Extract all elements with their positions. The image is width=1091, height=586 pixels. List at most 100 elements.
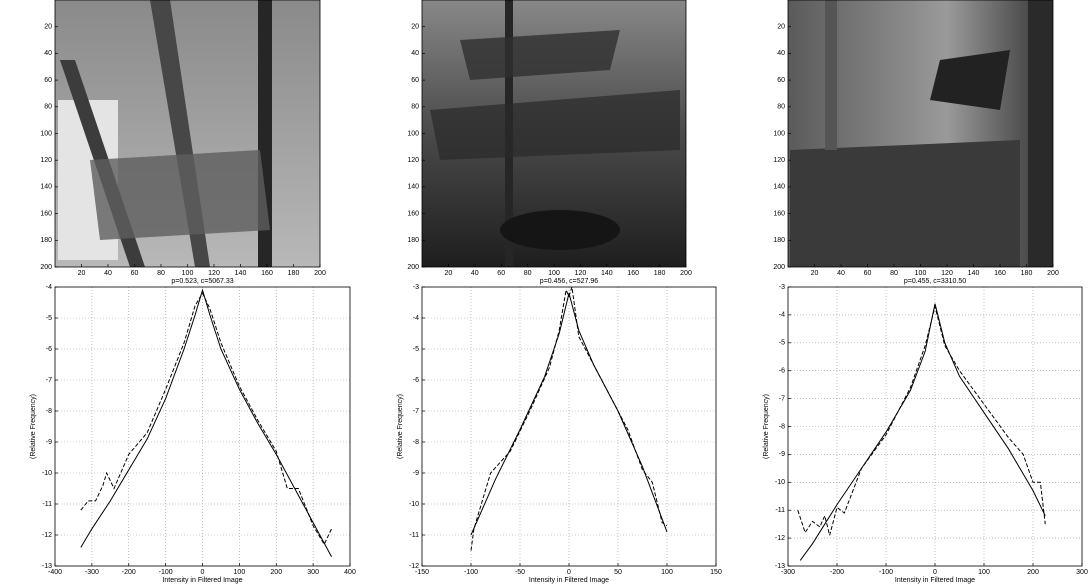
y-tick-label: -3 (779, 284, 785, 291)
x-tick-label: 80 (524, 270, 532, 277)
y-tick-label: -11 (42, 501, 52, 508)
y-tick-label: -6 (413, 377, 419, 384)
y-tick-label: -9 (779, 451, 785, 458)
x-tick-label: 50 (614, 569, 622, 576)
x-tick-label: 0 (567, 569, 571, 576)
y-tick-label: -11 (409, 532, 419, 539)
x-tick-label: 200 (314, 270, 326, 277)
y-tick-label: -8 (779, 423, 785, 430)
y-tick-label: -9 (46, 439, 52, 446)
y-tick-label: 40 (777, 50, 785, 57)
x-tick-label: -400 (48, 569, 62, 576)
figure: 2040608010012014016018020020406080100120… (0, 0, 1091, 586)
x-tick-label: 200 (270, 569, 282, 576)
x-tick-label: 0 (201, 569, 205, 576)
x-tick-label: 40 (837, 270, 845, 277)
x-tick-label: 140 (235, 270, 247, 277)
y-tick-label: 80 (777, 104, 785, 111)
x-tick-label: 100 (234, 569, 246, 576)
y-tick-label: -5 (779, 340, 785, 347)
y-tick-label: -7 (779, 395, 785, 402)
x-tick-label: 180 (654, 270, 666, 277)
y-tick-label: 200 (40, 264, 52, 271)
y-tick-label: -12 (775, 535, 785, 542)
x-tick-label: 140 (968, 270, 980, 277)
y-tick-label: -4 (779, 312, 785, 319)
x-tick-label: 180 (1021, 270, 1033, 277)
y-tick-label: 200 (407, 264, 419, 271)
x-tick-label: 20 (445, 270, 453, 277)
y-tick-label: -8 (46, 408, 52, 415)
x-axis-label: Intensity in Filtered Image (895, 577, 975, 584)
y-tick-label: 160 (407, 210, 419, 217)
image-1 (55, 0, 320, 267)
y-tick-label: 100 (407, 130, 419, 137)
series-line (798, 307, 1045, 536)
x-tick-label: 40 (104, 270, 112, 277)
x-tick-label: 100 (915, 270, 927, 277)
y-tick-label: 100 (773, 130, 785, 137)
y-tick-label: -13 (775, 563, 785, 570)
y-tick-label: -6 (779, 368, 785, 375)
x-tick-label: 100 (548, 270, 560, 277)
x-tick-label: 80 (157, 270, 165, 277)
y-tick-label: 180 (407, 237, 419, 244)
x-tick-label: 160 (994, 270, 1006, 277)
x-tick-label: -50 (515, 569, 525, 576)
y-tick-label: 120 (773, 157, 785, 164)
x-tick-label: 400 (344, 569, 356, 576)
image-3 (788, 0, 1053, 267)
y-tick-label: -12 (42, 532, 52, 539)
x-tick-label: 60 (497, 270, 505, 277)
y-tick-label: 200 (773, 264, 785, 271)
x-tick-label: 60 (864, 270, 872, 277)
y-tick-label: 60 (44, 77, 52, 84)
x-tick-label: 150 (710, 569, 722, 576)
y-axis-label: (Relative Frequency) (397, 394, 404, 459)
x-tick-label: -100 (159, 569, 173, 576)
y-tick-label: 20 (411, 24, 419, 31)
y-tick-label: 40 (44, 50, 52, 57)
x-tick-label: 160 (261, 270, 273, 277)
x-tick-label: 80 (890, 270, 898, 277)
chart-title: p=0.455, c=3310.50 (904, 278, 966, 285)
x-tick-label: -200 (122, 569, 136, 576)
x-tick-label: 180 (288, 270, 300, 277)
x-tick-label: 100 (661, 569, 673, 576)
x-tick-label: -100 (879, 569, 893, 576)
y-tick-label: -12 (409, 563, 419, 570)
y-tick-label: -4 (46, 284, 52, 291)
y-tick-label: -9 (413, 470, 419, 477)
x-tick-label: 0 (933, 569, 937, 576)
x-tick-label: -300 (85, 569, 99, 576)
y-tick-label: 160 (40, 210, 52, 217)
x-tick-label: -300 (781, 569, 795, 576)
x-axis-label: Intensity in Filtered Image (162, 577, 242, 584)
y-tick-label: 180 (773, 237, 785, 244)
x-tick-label: 300 (307, 569, 319, 576)
x-tick-label: -150 (415, 569, 429, 576)
y-tick-label: 160 (773, 210, 785, 217)
x-tick-label: 100 (182, 270, 194, 277)
y-tick-label: 20 (44, 24, 52, 31)
y-tick-label: -3 (413, 284, 419, 291)
y-tick-label: 140 (40, 184, 52, 191)
x-tick-label: 40 (471, 270, 479, 277)
y-tick-label: 140 (773, 184, 785, 191)
y-tick-label: -5 (46, 315, 52, 322)
image-2 (422, 0, 686, 267)
y-tick-label: 100 (40, 130, 52, 137)
x-tick-label: 140 (601, 270, 613, 277)
x-tick-label: 160 (627, 270, 639, 277)
x-tick-label: 120 (575, 270, 587, 277)
y-tick-label: 80 (411, 104, 419, 111)
y-tick-label: 60 (777, 77, 785, 84)
y-tick-label: -13 (42, 563, 52, 570)
x-tick-label: 200 (1027, 569, 1039, 576)
y-tick-label: -11 (775, 507, 785, 514)
y-tick-label: 120 (40, 157, 52, 164)
y-tick-label: -5 (413, 346, 419, 353)
x-tick-label: 20 (811, 270, 819, 277)
y-tick-label: -6 (46, 346, 52, 353)
y-tick-label: -10 (775, 479, 785, 486)
